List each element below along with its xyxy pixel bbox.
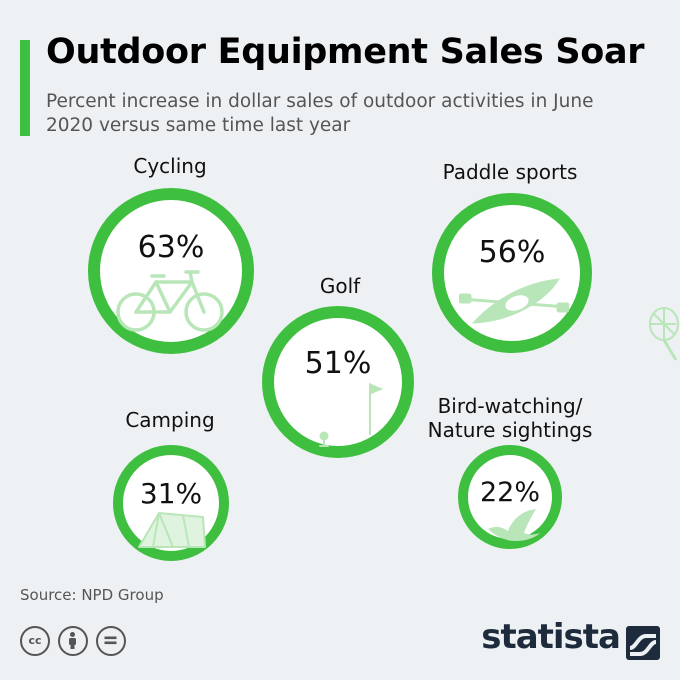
label-bird-watching: Bird-watching/ Nature sightings <box>427 394 593 442</box>
chart-title: Outdoor Equipment Sales Soar <box>46 32 645 72</box>
chart-subtitle: Percent increase in dollar sales of outd… <box>46 91 594 136</box>
label-golf: Golf <box>319 274 361 298</box>
source-note: Source: NPD Group <box>20 586 164 604</box>
label-paddle-sports: Paddle sports <box>442 160 578 184</box>
bicycle-icon <box>116 270 224 332</box>
label-camping: Camping <box>125 408 215 432</box>
golf-flag-icon <box>319 383 384 447</box>
label-cycling: Cycling <box>133 154 207 178</box>
title-accent-bar <box>20 40 30 136</box>
bubble-golf: 51% <box>262 306 414 458</box>
by-icon[interactable] <box>58 626 88 656</box>
value-camping: 31% <box>139 477 203 510</box>
statista-wordmark[interactable]: statista <box>481 617 621 657</box>
bird-icon <box>488 509 540 541</box>
value-cycling: 63% <box>137 230 205 265</box>
bubble-bird-watching: 22% <box>458 445 562 549</box>
value-paddle-sports: 56% <box>478 235 546 270</box>
tent-icon <box>138 512 206 548</box>
nd-icon[interactable] <box>96 626 126 656</box>
kayak-icon <box>459 278 569 324</box>
cc-icon[interactable]: cc <box>20 626 50 656</box>
bubble-camping: 31% <box>113 445 229 561</box>
value-golf: 51% <box>304 346 372 381</box>
bubble-paddle-sports: 56% <box>432 193 592 353</box>
statista-logo-icon[interactable] <box>626 626 660 660</box>
bubble-cycling: 63% <box>88 188 254 354</box>
value-bird-watching: 22% <box>479 477 540 508</box>
racket-icon <box>649 307 679 361</box>
